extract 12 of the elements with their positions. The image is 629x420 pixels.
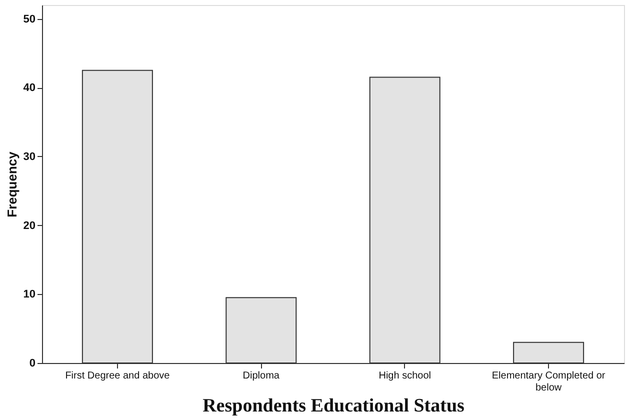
y-tick-label: 10 [23,288,36,301]
y-tick-label: 30 [23,150,36,163]
y-tick-label: 40 [23,82,36,94]
y-tick-label: 20 [23,220,36,232]
x-tick-label: Elementary Completed or below [492,370,606,394]
y-axis-title: Frequency [4,150,20,218]
y-tick-label: 0 [29,358,36,370]
x-axis-title: Respondents Educational Status [202,396,464,416]
x-tick-label: Diploma [242,370,280,382]
x-tick-label: First Degree and above [65,370,170,382]
y-tick-label: 50 [23,13,36,26]
x-tick-label: High school [378,370,431,382]
